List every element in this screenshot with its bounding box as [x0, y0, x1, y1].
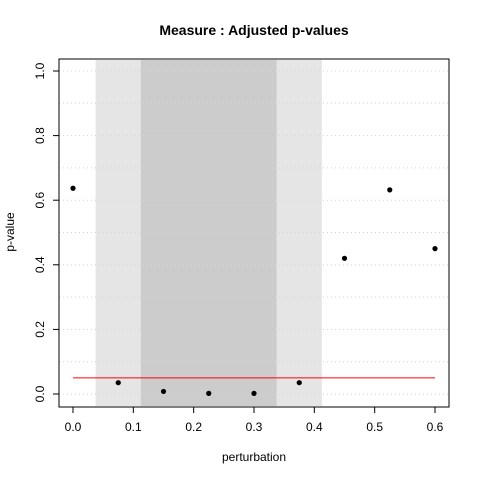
y-tick-label: 0.0 — [33, 385, 47, 402]
data-point — [341, 255, 348, 261]
data-point — [432, 246, 438, 252]
y-tick-label: 0.2 — [33, 321, 47, 338]
x-tick-label: 0.4 — [306, 420, 323, 434]
data-point — [115, 380, 121, 386]
data-point — [251, 390, 257, 396]
y-tick-label: 0.4 — [33, 256, 47, 273]
shaded-regions — [95, 60, 322, 406]
grid-lines — [59, 70, 449, 395]
data-point — [206, 390, 212, 396]
x-axis-label: perturbation — [222, 450, 286, 464]
x-tick-label: 0.6 — [427, 420, 444, 434]
data-points — [70, 185, 438, 396]
y-tick-label: 0.6 — [33, 192, 47, 209]
chart-title: Measure : Adjusted p-values — [159, 22, 349, 38]
y-axis: 0.0 0.2 0.4 0.6 0.8 1.0 — [33, 62, 60, 402]
x-tick-label: 0.3 — [246, 420, 263, 434]
data-point — [70, 185, 76, 191]
x-axis: 0.0 0.1 0.2 0.3 0.4 0.5 0.6 — [65, 406, 444, 434]
data-point — [160, 388, 167, 395]
data-point — [296, 380, 302, 386]
y-tick-label: 0.8 — [33, 127, 47, 144]
data-point — [387, 187, 393, 193]
x-tick-label: 0.5 — [366, 420, 383, 434]
x-tick-label: 0.0 — [65, 420, 82, 434]
y-tick-label: 1.0 — [33, 62, 47, 79]
shaded-region-1 — [140, 60, 277, 406]
x-tick-label: 0.1 — [125, 420, 142, 434]
y-axis-label: p-value — [3, 212, 17, 252]
x-tick-label: 0.2 — [185, 420, 202, 434]
